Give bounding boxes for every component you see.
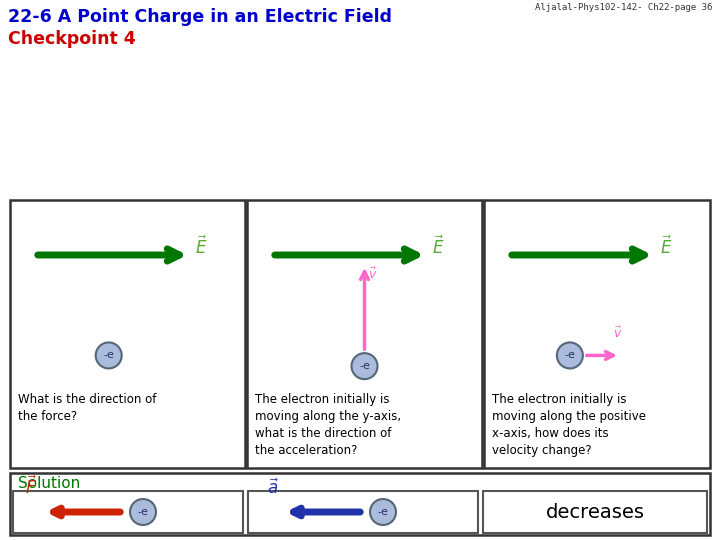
FancyBboxPatch shape [483,491,707,533]
Text: decreases: decreases [546,503,644,522]
Circle shape [557,342,583,368]
Text: $\vec{v}$: $\vec{v}$ [369,267,378,282]
Text: $\vec{v}$: $\vec{v}$ [613,326,623,341]
Text: -e: -e [138,507,148,517]
Text: Aljalal-Phys102-142- Ch22-page 36: Aljalal-Phys102-142- Ch22-page 36 [535,3,712,12]
Circle shape [130,499,156,525]
Text: $\vec{E}$: $\vec{E}$ [660,236,672,258]
FancyBboxPatch shape [484,200,710,468]
Text: -e: -e [377,507,388,517]
Circle shape [370,499,396,525]
Text: $\vec{F}$: $\vec{F}$ [25,476,37,498]
Text: What is the direction of
the force?: What is the direction of the force? [18,393,156,423]
Text: Solution: Solution [18,476,80,491]
FancyBboxPatch shape [10,473,710,535]
Text: $\vec{a}$: $\vec{a}$ [267,478,279,498]
Text: $\vec{E}$: $\vec{E}$ [432,236,444,258]
Circle shape [96,342,122,368]
Text: Checkpoint 4: Checkpoint 4 [8,30,136,48]
Text: The electron initially is
moving along the positive
x-axis, how does its
velocit: The electron initially is moving along t… [492,393,646,457]
Text: 22-6 A Point Charge in an Electric Field: 22-6 A Point Charge in an Electric Field [8,8,392,26]
FancyBboxPatch shape [13,491,243,533]
Text: -e: -e [359,361,370,371]
Text: -e: -e [564,350,575,360]
Text: $\vec{E}$: $\vec{E}$ [195,236,207,258]
FancyBboxPatch shape [248,491,478,533]
FancyBboxPatch shape [247,200,482,468]
Text: The electron initially is
moving along the y-axis,
what is the direction of
the : The electron initially is moving along t… [255,393,401,457]
FancyBboxPatch shape [10,200,245,468]
Text: -e: -e [103,350,114,360]
Circle shape [351,353,377,379]
